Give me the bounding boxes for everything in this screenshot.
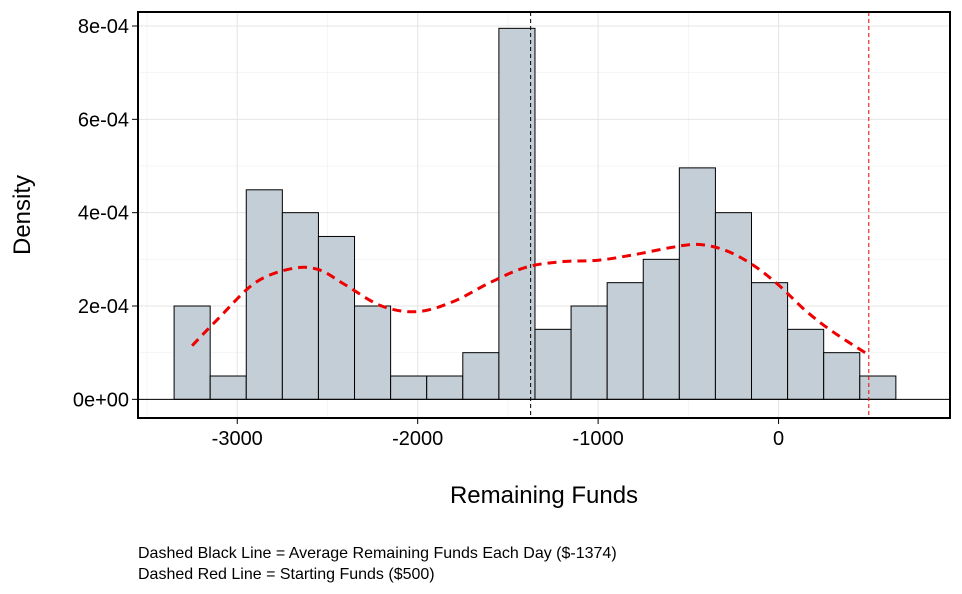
- y-axis-title: Density: [9, 175, 36, 255]
- histogram-bar: [390, 375, 428, 400]
- y-tick-label: 0e+00: [73, 389, 129, 411]
- x-tick-label: -2000: [392, 428, 443, 450]
- histogram-bar: [317, 235, 356, 400]
- y-tick-label: 8e-04: [78, 16, 129, 38]
- histogram-bar: [678, 167, 716, 400]
- histogram-bar: [498, 27, 536, 400]
- histogram-bar: [606, 282, 644, 400]
- y-tick-label: 2e-04: [78, 296, 129, 318]
- y-tick-label: 6e-04: [78, 109, 129, 131]
- density-curve: [191, 242, 870, 357]
- density-curve-line: [191, 242, 870, 357]
- y-axis-ticks: 0e+00 2e-04 4e-04 6e-04 8e-04: [73, 16, 137, 411]
- reference-lines: [530, 12, 870, 418]
- histogram-bar: [426, 375, 464, 400]
- histogram-bar: [714, 212, 753, 400]
- histogram-bar: [751, 282, 789, 400]
- plot-panel-border: [137, 11, 951, 419]
- y-tick-label: 4e-04: [78, 203, 129, 225]
- histogram-bar: [209, 375, 247, 400]
- histogram-bar: [823, 352, 861, 400]
- histogram-bar: [642, 258, 680, 400]
- caption-line-2: Dashed Red Line = Starting Funds ($500): [138, 566, 435, 583]
- histogram-bar: [173, 305, 211, 400]
- histogram-bar: [245, 189, 283, 400]
- caption-line-1: Dashed Black Line = Average Remaining Fu…: [138, 545, 617, 562]
- histogram-bar: [859, 375, 897, 400]
- x-tick-label: -1000: [573, 428, 624, 450]
- x-tick-label: 0: [773, 428, 784, 450]
- histogram-bar: [281, 212, 319, 400]
- histogram-bar: [354, 305, 392, 400]
- histogram-bars: [173, 27, 897, 400]
- histogram-bar: [787, 328, 825, 400]
- x-axis-title: Remaining Funds: [450, 482, 638, 509]
- x-tick-label: -3000: [212, 428, 263, 450]
- histogram-bar: [534, 328, 572, 400]
- histogram-bar: [462, 352, 500, 400]
- histogram-bar: [570, 305, 608, 400]
- x-axis-ticks: -3000 -2000 -1000 0: [212, 419, 784, 450]
